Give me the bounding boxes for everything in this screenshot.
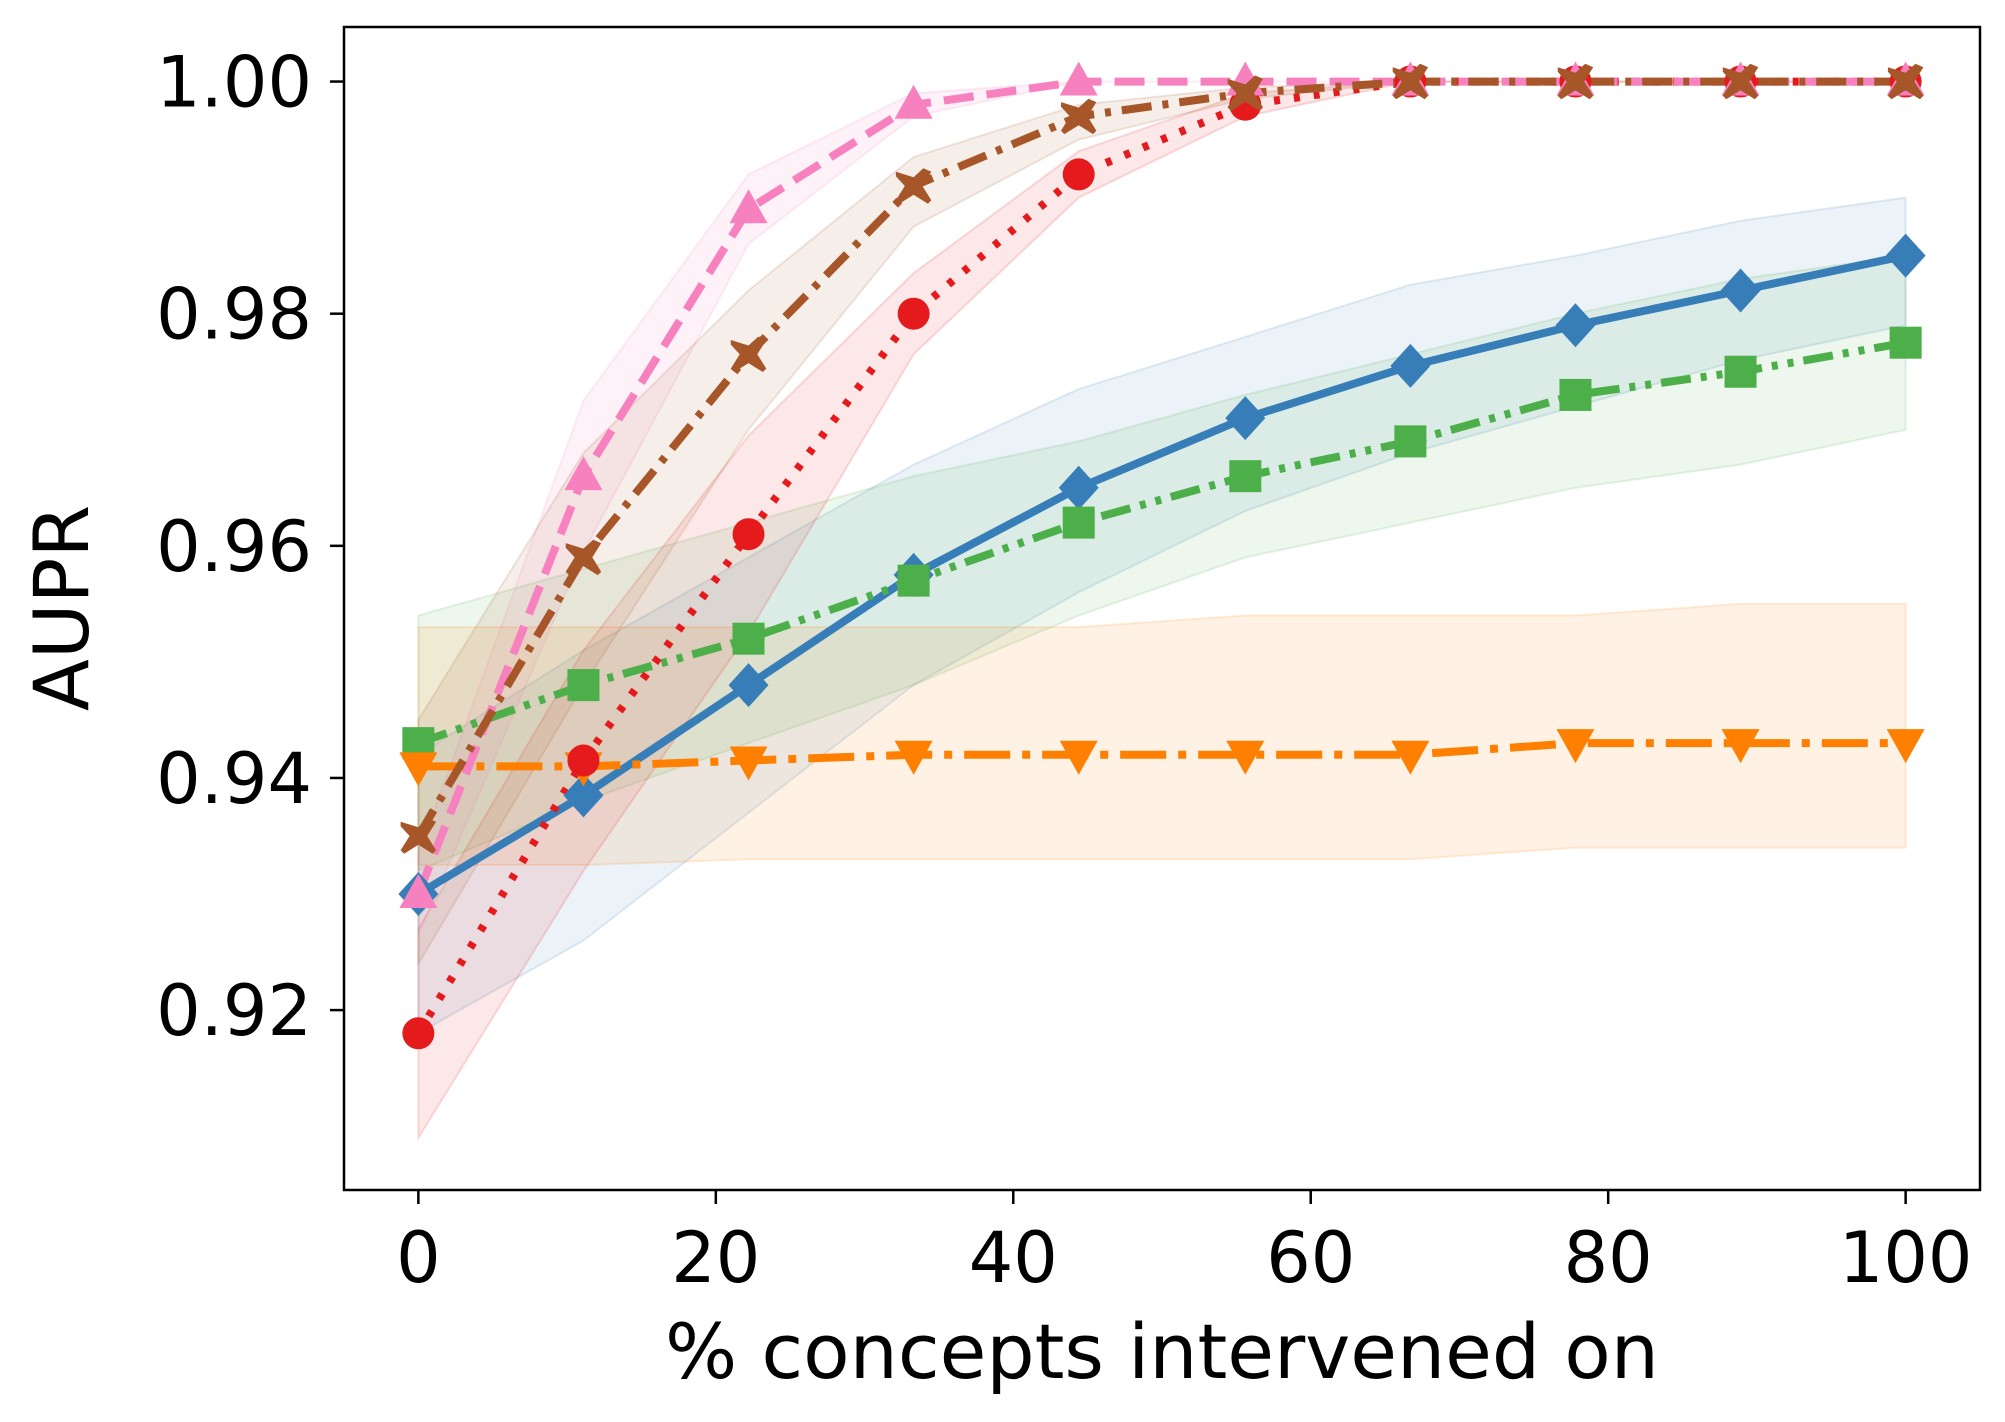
blue-diamond-solid-line <box>416 251 1907 898</box>
x-axis-ticks: 0 20 40 60 80 100 <box>396 1190 1972 1299</box>
red-circle-dotted-point <box>402 1017 435 1050</box>
x-tick-label: 100 <box>1839 1217 1973 1299</box>
brown-x-dashdot-line <box>414 77 1906 839</box>
red-circle-dotted-point <box>897 297 930 330</box>
brown-x-dashdot-point <box>1722 63 1759 100</box>
blue-diamond-solid-point <box>728 663 769 708</box>
x-tick-label: 20 <box>671 1217 760 1299</box>
y-tick-label: 0.92 <box>156 970 312 1052</box>
pink-triangle-up-dashed-point <box>1059 61 1098 96</box>
red-circle-dotted-point <box>732 518 765 551</box>
orange-triangle-down-dashdot-band <box>417 602 1907 866</box>
orange-triangle-down-dashdot-point <box>729 746 768 781</box>
x-axis-label: % concepts intervened on <box>665 1307 1659 1396</box>
series-lines <box>414 77 1907 1036</box>
y-tick-label: 0.94 <box>156 738 312 820</box>
brown-x-dashdot-point <box>400 818 437 854</box>
orange-triangle-down-dashdot-point <box>1226 740 1265 775</box>
brown-x-dashdot-point <box>1557 63 1594 100</box>
green-square-dashdotdot-point <box>1062 506 1095 539</box>
x-tick-label: 40 <box>969 1217 1058 1299</box>
green-square-dashdotdot-point <box>1229 460 1262 493</box>
orange-triangle-down-dashdot-line <box>418 739 1906 771</box>
y-axis-label: AUPR <box>17 505 106 711</box>
x-tick-label: 60 <box>1266 1217 1355 1299</box>
brown-x-dashdot-point <box>1061 98 1097 135</box>
blue-diamond-solid-point <box>1720 268 1761 313</box>
brown-x-dashdot-point <box>1392 63 1429 100</box>
blue-diamond-solid-point <box>1058 465 1099 510</box>
brown-x-dashdot-point <box>895 168 932 204</box>
pink-triangle-up-dashed-point <box>729 189 768 224</box>
brown-x-dashdot-point <box>565 539 602 576</box>
brown-x-dashdot-point <box>1887 63 1924 100</box>
plot-frame <box>342 25 1982 1192</box>
red-circle-dotted-point <box>567 744 600 777</box>
orange-triangle-down-dashdot-point <box>1059 740 1098 775</box>
green-square-dashdotdot-point <box>1394 425 1427 458</box>
green-square-dashdotdot-point <box>1559 378 1592 411</box>
green-square-dashdotdot-point <box>897 564 930 597</box>
blue-diamond-solid-point <box>1885 233 1926 278</box>
x-tick-label: 80 <box>1564 1217 1653 1299</box>
x-tick-label: 0 <box>396 1217 441 1299</box>
pink-triangle-up-dashed-point <box>399 874 438 909</box>
green-square-dashdotdot-point <box>732 622 765 655</box>
green-square-dashdotdot-point <box>567 669 600 702</box>
green-square-dashdotdot-point <box>1889 326 1922 359</box>
orange-triangle-down-dashdot-point <box>894 740 933 775</box>
orange-triangle-down-dashdot-point <box>1391 740 1430 775</box>
y-axis-ticks: 0.92 0.94 0.96 0.98 1.00 <box>156 42 344 1052</box>
y-tick-label: 0.98 <box>156 274 312 356</box>
orange-triangle-down-dashdot-point <box>1886 729 1925 764</box>
y-tick-label: 0.96 <box>156 506 312 588</box>
orange-triangle-down-dashdot-point <box>1556 729 1595 764</box>
y-tick-label: 1.00 <box>156 42 312 124</box>
orange-triangle-down-dashdot-point <box>399 752 438 787</box>
green-square-dashdotdot-line <box>417 338 1907 747</box>
series-markers <box>398 61 1926 1050</box>
blue-diamond-solid-point <box>1555 303 1596 348</box>
brown-x-dashdot-point <box>730 336 767 372</box>
green-square-dashdotdot-point <box>1724 355 1757 388</box>
blue-diamond-solid-point <box>1225 396 1266 441</box>
brown-x-dashdot-point <box>1227 75 1263 111</box>
blue-diamond-solid-point <box>1390 343 1431 388</box>
red-circle-dotted-point <box>1062 158 1095 191</box>
pink-triangle-up-dashed-point <box>564 456 603 491</box>
orange-triangle-down-dashdot-point <box>1721 729 1760 764</box>
pink-triangle-up-dashed-point <box>894 84 933 119</box>
blue-diamond-solid-point <box>563 773 604 818</box>
